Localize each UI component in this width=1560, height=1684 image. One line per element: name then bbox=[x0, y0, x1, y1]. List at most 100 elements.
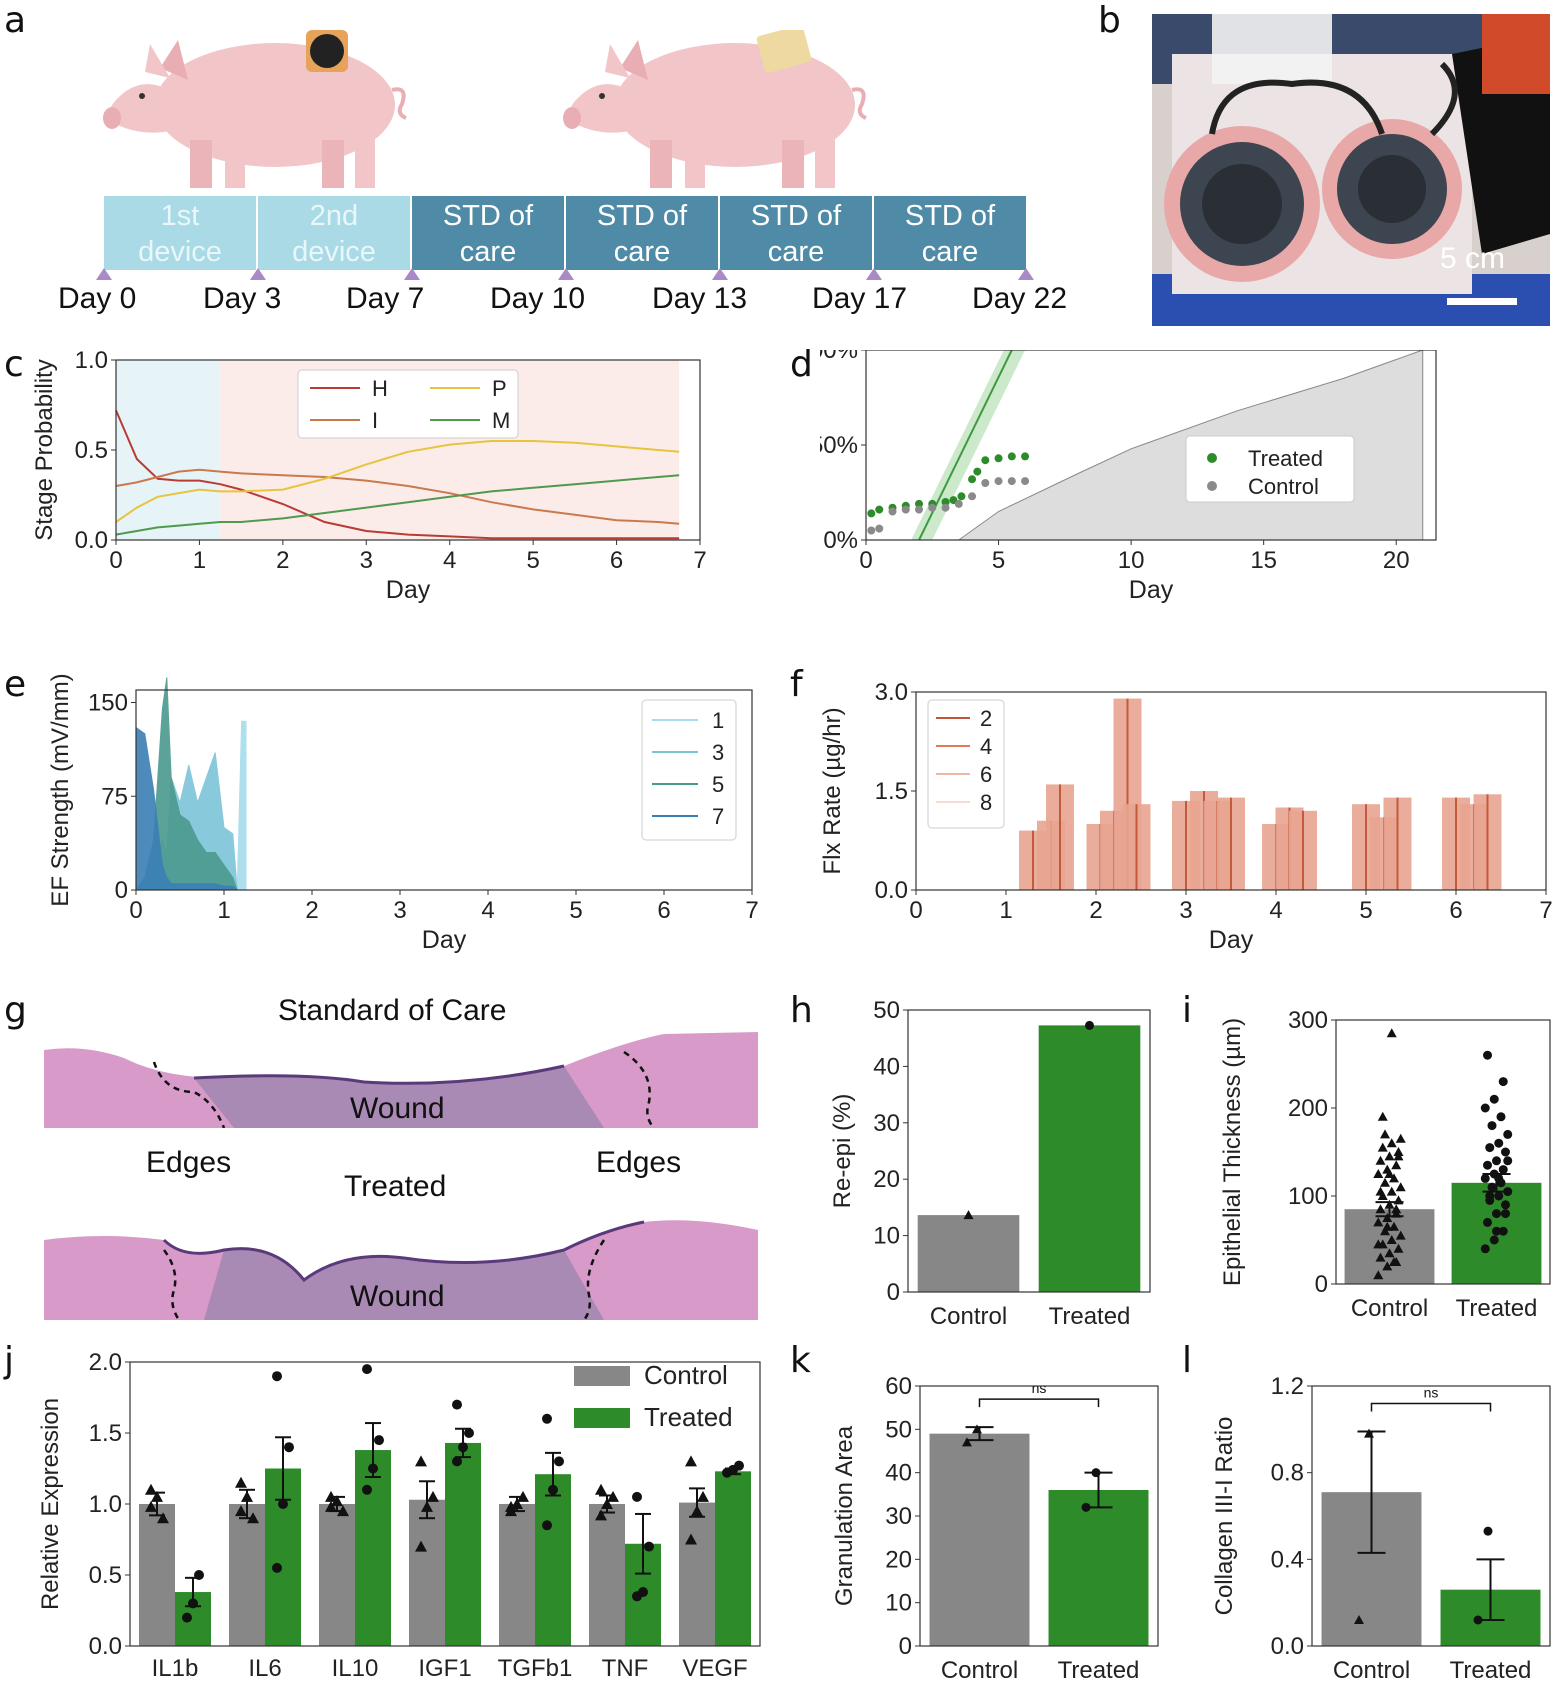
data-point-control bbox=[145, 1483, 157, 1495]
y-tick-label: 75 bbox=[101, 783, 128, 810]
scatter-point-control bbox=[875, 524, 884, 533]
data-point-treated bbox=[1503, 1187, 1513, 1197]
y-axis-label: Epithelial Thickness (µm) bbox=[1219, 1018, 1246, 1286]
data-point-treated bbox=[1483, 1526, 1493, 1536]
y-tick-label: 0 bbox=[115, 877, 128, 904]
data-point-treated bbox=[1483, 1050, 1493, 1060]
scatter-point-control bbox=[1021, 477, 1030, 486]
chart-ef-strength: 0 1 2 3 4 5 6 7 0 75 150 Day EF Strength (mV/mm) 1 3 5 7 bbox=[47, 673, 759, 954]
bar-treated-igf1 bbox=[445, 1442, 481, 1646]
day-marker bbox=[712, 268, 728, 280]
y-tick-label: 0.5 bbox=[75, 437, 108, 464]
y-tick-label: 30 bbox=[885, 1503, 912, 1530]
panel-label-b: b bbox=[1098, 0, 1121, 41]
data-point-control bbox=[691, 1505, 703, 1517]
data-point-treated bbox=[362, 1484, 372, 1495]
x-tick-label: 1 bbox=[193, 547, 206, 574]
histology-image-bottom: Wound bbox=[44, 1210, 758, 1320]
legend-label: M bbox=[492, 408, 510, 433]
data-point-control bbox=[1388, 1257, 1399, 1266]
data-point-control bbox=[415, 1455, 427, 1467]
legend-label: Treated bbox=[1248, 446, 1323, 471]
scatter-point-control bbox=[915, 505, 924, 514]
scatter-point-treated bbox=[981, 456, 990, 465]
data-point-treated bbox=[1500, 1200, 1510, 1210]
data-point-treated bbox=[1498, 1077, 1508, 1087]
legend-label: Treated bbox=[644, 1402, 733, 1432]
scale-bar-label: 5 cm bbox=[1440, 242, 1506, 275]
data-point-control bbox=[962, 1437, 973, 1447]
bar-treated bbox=[1038, 1025, 1141, 1292]
chart-collagen-ratio: Control Treated ns 0.0 0.4 0.8 1.2 Collagen III… bbox=[1212, 1373, 1551, 1684]
data-point-control bbox=[235, 1476, 247, 1488]
data-point-control bbox=[1393, 1195, 1404, 1205]
x-tick-label: 2 bbox=[276, 547, 289, 574]
data-point-control bbox=[1375, 1155, 1386, 1165]
data-point-treated bbox=[1492, 1209, 1501, 1219]
data-point-control bbox=[511, 1498, 523, 1509]
x-tick-label: 20 bbox=[1383, 547, 1410, 574]
x-tick-label: 6 bbox=[1449, 897, 1462, 924]
legend-label: Control bbox=[644, 1360, 728, 1390]
data-point-control bbox=[607, 1490, 619, 1502]
data-point-treated bbox=[458, 1442, 468, 1453]
data-point-treated bbox=[1485, 1143, 1495, 1153]
data-point-control bbox=[415, 1540, 427, 1552]
bar-control-tgfb1 bbox=[499, 1504, 535, 1646]
x-tick-label: 1 bbox=[999, 897, 1012, 924]
day-label: Day 10 bbox=[490, 282, 586, 315]
data-point-treated bbox=[638, 1587, 648, 1598]
x-tick-label: 7 bbox=[1539, 897, 1552, 924]
device-photo: 5 cm bbox=[1152, 14, 1550, 326]
bar-treated-il10 bbox=[355, 1450, 391, 1646]
y-tick-label: 30 bbox=[873, 1110, 900, 1137]
data-point-control bbox=[1377, 1111, 1388, 1121]
data-point-treated bbox=[452, 1399, 462, 1410]
y-tick-label: 60 bbox=[885, 1373, 912, 1400]
data-point-control bbox=[325, 1490, 337, 1502]
legend-label: I bbox=[372, 408, 378, 433]
x-tick-label: 1 bbox=[217, 897, 230, 924]
pig-illustration-left bbox=[103, 30, 407, 188]
y-tick-label: 100 bbox=[1288, 1183, 1328, 1210]
x-tick-label: 0 bbox=[129, 897, 142, 924]
data-point-control bbox=[1388, 1221, 1399, 1231]
bar-treated-tgfb1 bbox=[535, 1474, 571, 1646]
x-tick-label: 4 bbox=[443, 547, 456, 574]
x-tick-label: 5 bbox=[1359, 897, 1372, 924]
data-point-treated bbox=[368, 1463, 378, 1474]
data-point-treated bbox=[284, 1442, 294, 1453]
panel-label-f: f bbox=[790, 664, 803, 705]
data-point-treated bbox=[1091, 1468, 1101, 1478]
x-tick-label: 7 bbox=[693, 547, 706, 574]
scatter-point-treated bbox=[915, 499, 924, 508]
legend-swatch-treated bbox=[574, 1408, 630, 1428]
y-tick-label: 0 bbox=[1315, 1271, 1328, 1298]
data-point-treated bbox=[464, 1428, 474, 1438]
y-tick-label: 300 bbox=[1288, 1007, 1328, 1034]
data-point-control bbox=[1391, 1160, 1402, 1170]
data-point-control bbox=[1395, 1230, 1406, 1240]
panel-label-l: l bbox=[1182, 1340, 1193, 1381]
scatter-point-treated bbox=[994, 454, 1003, 463]
panel-label-h: h bbox=[790, 990, 813, 1031]
timeline-cell-2: 2nd device bbox=[258, 196, 410, 270]
panel-label-c: c bbox=[4, 344, 24, 385]
significance-bracket bbox=[978, 1398, 1100, 1408]
y-tick-label: 150 bbox=[88, 690, 128, 717]
legend-box bbox=[641, 699, 737, 841]
y-tick-label: 40 bbox=[885, 1460, 912, 1487]
y-tick-label: 0.0 bbox=[1271, 1633, 1304, 1660]
data-point-treated bbox=[1496, 1112, 1506, 1122]
y-tick-label: 0.8 bbox=[1271, 1460, 1304, 1487]
scatter-point-treated bbox=[875, 505, 884, 514]
x-tick-label: VEGF bbox=[682, 1655, 747, 1682]
legend-label: 5 bbox=[712, 772, 724, 797]
y-tick-label: 0.0 bbox=[875, 877, 908, 904]
data-point-treated bbox=[1498, 1226, 1508, 1236]
fit-band bbox=[911, 350, 1026, 540]
data-point-control bbox=[1373, 1239, 1384, 1249]
day-marker bbox=[250, 268, 266, 280]
x-tick-label: 5 bbox=[992, 547, 1005, 574]
data-point-control bbox=[1395, 1133, 1406, 1143]
